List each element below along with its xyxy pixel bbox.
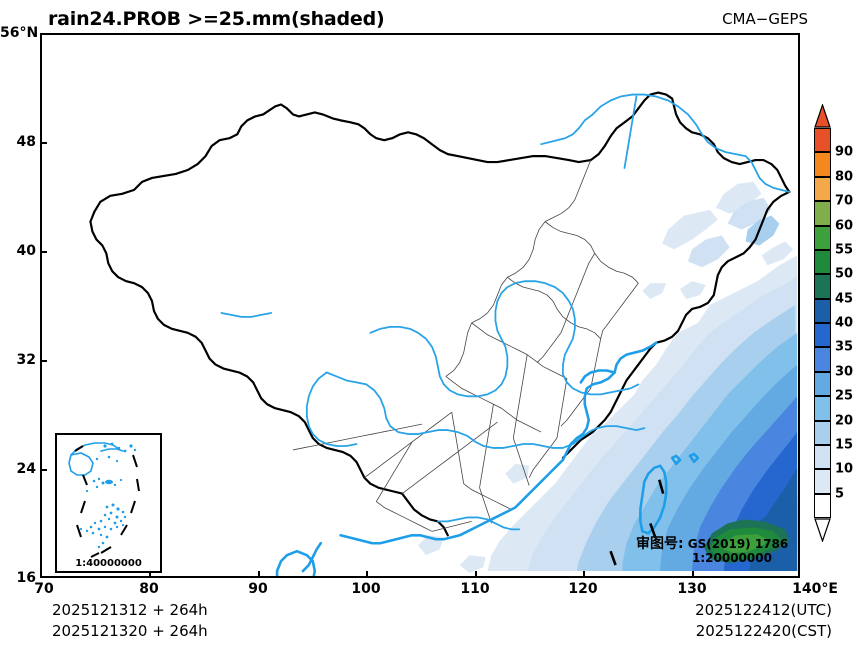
- colorbar-top-arrow: [814, 104, 831, 128]
- colorbar-band: [814, 469, 831, 494]
- colorbar-band: [814, 176, 831, 202]
- footer-left: 2025121312 + 264h 2025121320 + 264h: [52, 600, 208, 642]
- approval-label: 审图号:: [636, 536, 684, 552]
- x-tick-label-140: 140°E: [792, 581, 838, 597]
- x-tick-label-70: 70: [34, 581, 54, 597]
- x-tick-label-100: 100: [351, 581, 381, 597]
- colorbar-tick-label: 40: [835, 315, 854, 331]
- colorbar-band: [814, 152, 831, 177]
- colorbar-tick-label: 15: [835, 437, 854, 453]
- map-svg: [89, 91, 798, 576]
- colorbar-tick-label: 55: [835, 242, 854, 258]
- y-tick-label-16: 16: [16, 570, 36, 586]
- colorbar-band: [814, 493, 831, 518]
- colorbar-tick-label: 5: [835, 486, 845, 502]
- colorbar-band: [814, 420, 831, 445]
- colorbar-tick-label: 70: [835, 193, 854, 209]
- model-label: CMA−GEPS: [722, 10, 808, 28]
- colorbar[interactable]: 90 80 70 60 55 50 45 40 35 30 25 20 15 10 5: [814, 104, 853, 542]
- y-tick-label-24: 24: [16, 461, 36, 477]
- inset-svg: [68, 442, 140, 558]
- y-tick-label-32: 32: [16, 352, 36, 368]
- footer-right-line1: 2025122412(UTC): [695, 601, 832, 619]
- probability-shading: [418, 181, 798, 574]
- colorbar-tick-label: 35: [835, 339, 854, 355]
- page-title: rain24.PROB >=25.mm(shaded): [48, 8, 385, 30]
- x-tick-label-80: 80: [139, 581, 159, 597]
- colorbar-band: [814, 128, 831, 153]
- colorbar-tick-label: 50: [835, 266, 854, 282]
- colorbar-tick-label: 60: [835, 218, 854, 233]
- colorbar-bottom-arrow: [814, 518, 831, 542]
- colorbar-band: [814, 298, 831, 323]
- footer-left-line2: 2025121320 + 264h: [52, 622, 208, 640]
- province-boundaries: [292, 159, 639, 532]
- inset-islands: [79, 442, 137, 551]
- south-china-sea-dashes: [609, 479, 665, 566]
- inset-scale-label: 1:40000000: [75, 558, 142, 569]
- colorbar-band: [814, 396, 831, 421]
- x-tick-label-110: 110: [460, 581, 490, 597]
- colorbar-tick-label: 30: [835, 364, 854, 380]
- colorbar-band: [814, 225, 831, 250]
- x-tick-label-120: 120: [568, 581, 598, 597]
- colorbar-band: [814, 347, 831, 372]
- china-national-boundary: [89, 91, 791, 537]
- colorbar-band: [814, 201, 831, 226]
- colorbar-tick-label: 80: [835, 169, 854, 185]
- rivers-and-lakes: [220, 93, 791, 531]
- colorbar-tick-label: 25: [835, 388, 854, 404]
- approval-scale: 1:20000000: [692, 551, 772, 565]
- x-tick-label-130: 130: [677, 581, 707, 597]
- colorbar-tick-label: 10: [835, 461, 854, 477]
- inset-dash-boundary-extra: [90, 552, 100, 558]
- colorbar-band: [814, 371, 831, 397]
- y-tick-label-56: 56°N: [0, 25, 39, 41]
- coastline: [275, 341, 700, 576]
- colorbar-band: [814, 323, 831, 348]
- map-plot-area[interactable]: [40, 33, 800, 578]
- y-tick-label-48: 48: [16, 134, 36, 150]
- footer-right: 2025122412(UTC) 2025122420(CST): [695, 600, 832, 642]
- colorbar-tick-label: 45: [835, 291, 854, 307]
- x-tick-label-90: 90: [248, 581, 268, 597]
- footer-left-line1: 2025121312 + 264h: [52, 601, 208, 619]
- colorbar-band: [814, 249, 831, 275]
- colorbar-band: [814, 444, 831, 470]
- map-approval-attribution: 审图号: GS(2019) 1786 1:20000000: [636, 537, 788, 565]
- colorbar-tick-label: 20: [835, 413, 854, 428]
- approval-number: GS(2019) 1786: [687, 537, 789, 551]
- south-china-sea-inset-map[interactable]: 1:40000000: [55, 433, 162, 573]
- colorbar-band: [814, 274, 831, 299]
- footer-right-line2: 2025122420(CST): [695, 622, 832, 640]
- inset-dash-boundary: [74, 445, 140, 554]
- y-tick-label-40: 40: [16, 243, 36, 259]
- colorbar-tick-label: 90: [835, 144, 854, 160]
